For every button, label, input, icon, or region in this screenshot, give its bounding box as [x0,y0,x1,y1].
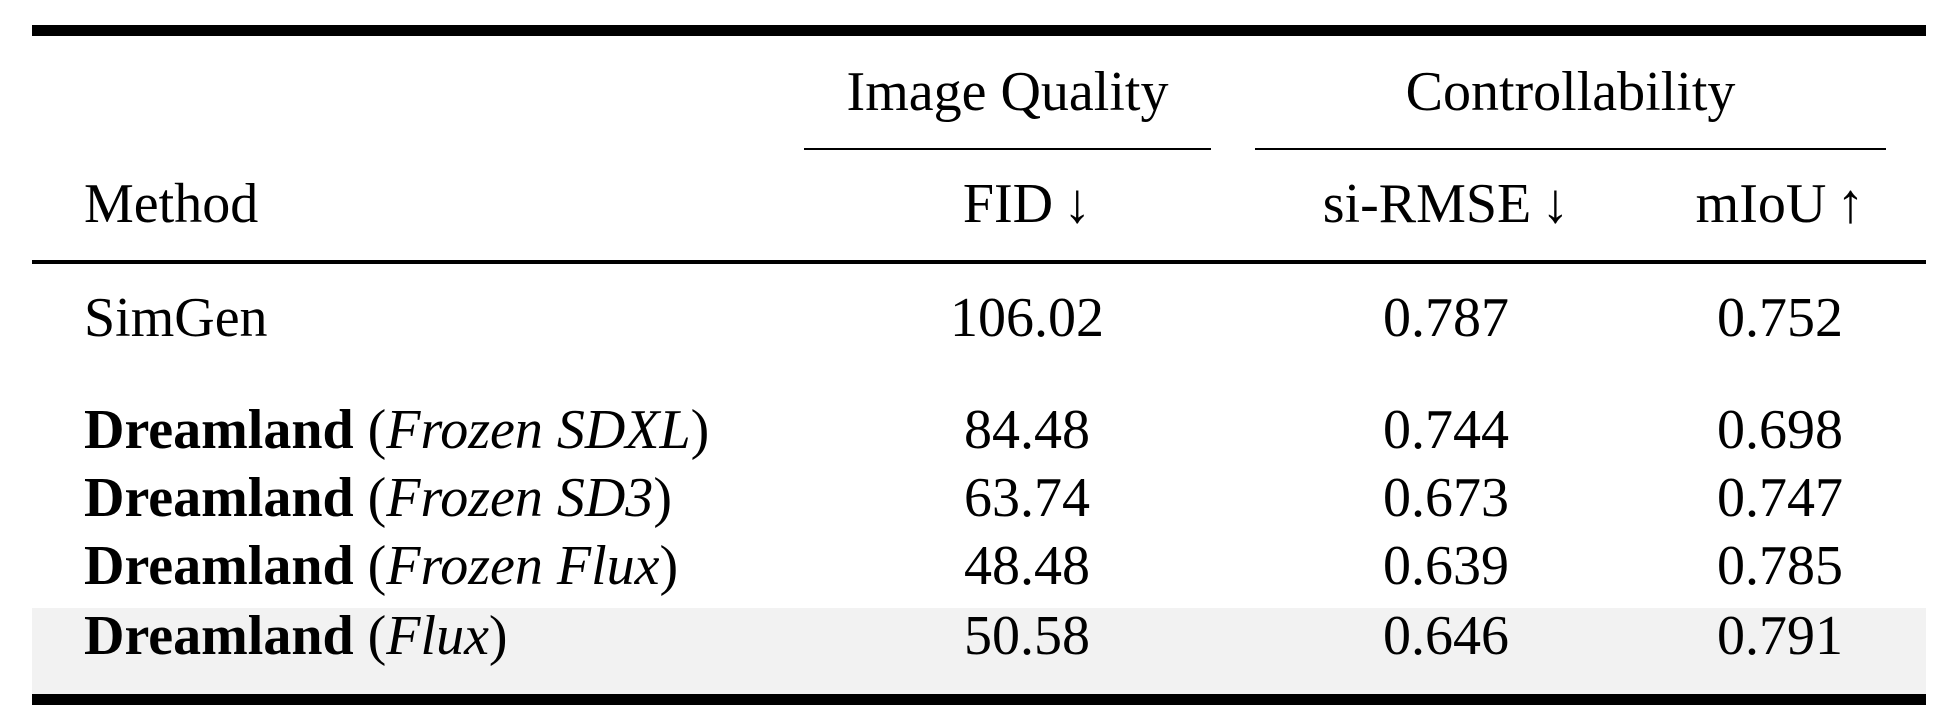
si-rmse-value: 0.639 [1383,535,1509,597]
fid-value: 106.02 [950,287,1104,349]
top-rule [32,25,1926,36]
fid-value: 63.74 [964,467,1090,529]
column-header-fid: FID ↓ [900,172,1154,236]
miou-value: 0.752 [1717,287,1843,349]
method-cell: SimGen [84,286,268,350]
header-rule [32,260,1926,264]
miou-value: 0.791 [1717,605,1843,667]
method-cell: Dreamland (Flux) [84,604,508,668]
method-variant: Frozen SD3 [386,467,654,529]
method-name: Dreamland [84,467,354,529]
paren-close: ) [488,605,508,667]
method-name: SimGen [84,287,268,349]
method-variant: Frozen SDXL [386,399,691,461]
arrow-down-icon: ↓ [1541,173,1570,235]
paren-open: ( [353,399,387,461]
arrow-up-icon: ↑ [1836,173,1865,235]
si-rmse-value: 0.673 [1383,467,1509,529]
paren-close: ) [653,467,672,529]
column-header-si-rmse: si-RMSE ↓ [1286,172,1606,236]
paren-close: ) [659,535,679,597]
paren-open: ( [353,535,387,597]
fid-value: 48.48 [964,535,1090,597]
fid-value: 50.58 [964,605,1090,667]
paren-close: ) [690,399,710,461]
miou-value: 0.747 [1717,467,1843,529]
si-rmse-label: si-RMSE [1322,173,1532,235]
column-header-method: Method [84,173,259,235]
bottom-rule [32,694,1926,705]
image-quality-underline [804,148,1211,150]
paren-open: ( [353,467,387,529]
method-variant: Flux [386,605,489,667]
fid-value: 84.48 [964,399,1090,461]
miou-value: 0.698 [1717,399,1843,461]
method-cell: Dreamland (Frozen SDXL) [84,398,709,462]
column-header-miou: mIoU ↑ [1650,172,1910,236]
si-rmse-value: 0.744 [1383,399,1509,461]
controllability-underline [1255,148,1886,150]
si-rmse-value: 0.646 [1383,605,1509,667]
si-rmse-value: 0.787 [1383,287,1509,349]
highlighted-row-background [32,608,1926,694]
group-header-image-quality: Image Quality [846,61,1169,123]
arrow-down-icon: ↓ [1063,173,1092,235]
method-name: Dreamland [84,605,354,667]
miou-label: mIoU [1695,173,1827,235]
method-cell: Dreamland (Frozen SD3) [84,466,672,530]
method-cell: Dreamland (Frozen Flux) [84,534,678,598]
method-name: Dreamland [84,535,354,597]
method-name: Dreamland [84,399,354,461]
group-header-controllability: Controllability [1405,61,1736,123]
fid-label: FID [962,173,1054,235]
miou-value: 0.785 [1717,535,1843,597]
paren-open: ( [353,605,387,667]
method-variant: Frozen Flux [386,535,660,597]
